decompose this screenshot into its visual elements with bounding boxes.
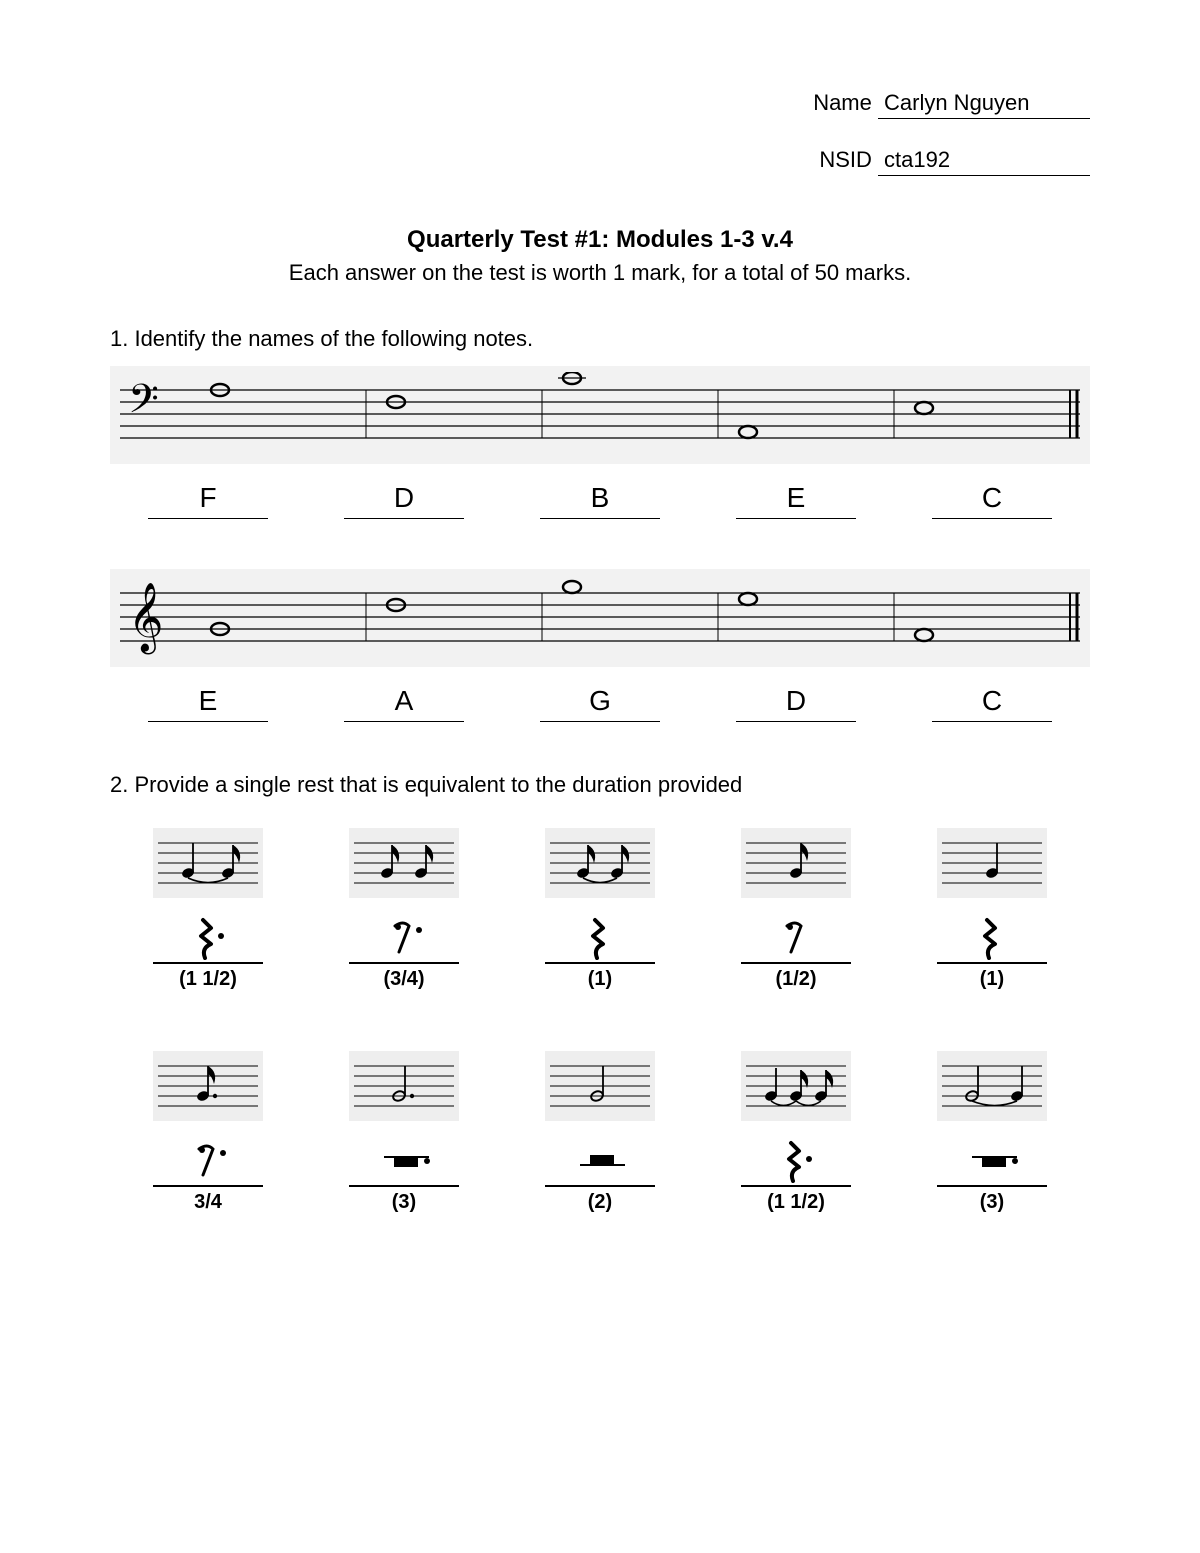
- rest-answer-sub: (3): [329, 1191, 479, 1214]
- rest-answer-sub: (1): [917, 968, 1067, 991]
- staff-2-wrap: 𝄞: [110, 569, 1090, 667]
- nsid-value: cta192: [878, 147, 1090, 176]
- note-duration-icon: [545, 828, 655, 898]
- answer-value: C: [932, 482, 1052, 519]
- answer-value: E: [736, 482, 856, 519]
- note-duration-icon: [937, 1051, 1047, 1121]
- rest-cell: (1): [525, 828, 675, 991]
- rest-cell: (3/4): [329, 828, 479, 991]
- rest-answer-sub: (3/4): [329, 968, 479, 991]
- answer-value: G: [540, 685, 660, 722]
- rest-answer-sub: (2): [525, 1191, 675, 1214]
- staff-1: 𝄢: [120, 372, 1080, 458]
- svg-text:𝄞: 𝄞: [128, 583, 163, 654]
- answer-value: D: [736, 685, 856, 722]
- note-duration-icon: [545, 1051, 655, 1121]
- answer-slot: G: [540, 685, 660, 722]
- answer-slot: D: [736, 685, 856, 722]
- rest-answer-line: [153, 1139, 263, 1187]
- note-duration-icon: [349, 1051, 459, 1121]
- svg-text:𝄢: 𝄢: [128, 378, 159, 431]
- q1-answers-2: E A G D C: [110, 685, 1090, 722]
- rest-answer-line: [349, 916, 459, 964]
- answer-value: F: [148, 482, 268, 519]
- note-duration-icon: [153, 828, 263, 898]
- q2-row1: (1 1/2) (3/4) (1) (1/2) (1): [110, 828, 1090, 991]
- rest-answer-line: [741, 1139, 851, 1187]
- note-duration-icon: [937, 828, 1047, 898]
- rest-answer-sub: (1): [525, 968, 675, 991]
- note-duration-icon: [153, 1051, 263, 1121]
- staff-1-wrap: 𝄢: [110, 366, 1090, 464]
- name-row: Name Carlyn Nguyen: [110, 90, 1090, 119]
- rest-answer-line: [349, 1139, 459, 1187]
- name-value: Carlyn Nguyen: [878, 90, 1090, 119]
- answer-value: A: [344, 685, 464, 722]
- nsid-row: NSID cta192: [110, 147, 1090, 176]
- q1-prompt: 1. Identify the names of the following n…: [110, 326, 1090, 352]
- answer-value: D: [344, 482, 464, 519]
- nsid-label: NSID: [819, 147, 872, 173]
- answer-slot: D: [344, 482, 464, 519]
- answer-slot: B: [540, 482, 660, 519]
- rest-cell: (1 1/2): [133, 828, 283, 991]
- rest-cell: (3): [329, 1051, 479, 1214]
- rest-answer-sub: (1/2): [721, 968, 871, 991]
- answer-value: E: [148, 685, 268, 722]
- rest-cell: 3/4: [133, 1051, 283, 1214]
- rest-cell: (1/2): [721, 828, 871, 991]
- answer-value: B: [540, 482, 660, 519]
- answer-slot: E: [148, 685, 268, 722]
- name-label: Name: [813, 90, 872, 116]
- q2-prompt: 2. Provide a single rest that is equival…: [110, 772, 1090, 798]
- answer-slot: E: [736, 482, 856, 519]
- answer-slot: A: [344, 685, 464, 722]
- answer-slot: F: [148, 482, 268, 519]
- worksheet-page: Name Carlyn Nguyen NSID cta192 Quarterly…: [0, 0, 1200, 1553]
- rest-cell: (1 1/2): [721, 1051, 871, 1214]
- page-subtitle: Each answer on the test is worth 1 mark,…: [110, 260, 1090, 286]
- q2-row2: 3/4 (3) (2) (1 1/2) (3): [110, 1051, 1090, 1214]
- q1-answers-1: F D B E C: [110, 482, 1090, 519]
- rest-answer-sub: (1 1/2): [721, 1191, 871, 1214]
- rest-cell: (1): [917, 828, 1067, 991]
- rest-answer-line: [741, 916, 851, 964]
- rest-answer-line: [545, 916, 655, 964]
- rest-cell: (3): [917, 1051, 1067, 1214]
- rest-cell: (2): [525, 1051, 675, 1214]
- answer-slot: C: [932, 685, 1052, 722]
- rest-answer-line: [937, 1139, 1047, 1187]
- note-duration-icon: [741, 828, 851, 898]
- rest-answer-sub: 3/4: [133, 1191, 283, 1214]
- note-duration-icon: [741, 1051, 851, 1121]
- header-fields: Name Carlyn Nguyen NSID cta192: [110, 90, 1090, 176]
- answer-value: C: [932, 685, 1052, 722]
- rest-answer-sub: (3): [917, 1191, 1067, 1214]
- answer-slot: C: [932, 482, 1052, 519]
- rest-answer-line: [545, 1139, 655, 1187]
- rest-answer-line: [153, 916, 263, 964]
- staff-2: 𝄞: [120, 575, 1080, 661]
- rest-answer-line: [937, 916, 1047, 964]
- note-duration-icon: [349, 828, 459, 898]
- page-title: Quarterly Test #1: Modules 1-3 v.4: [110, 226, 1090, 254]
- title-block: Quarterly Test #1: Modules 1-3 v.4 Each …: [110, 226, 1090, 286]
- rest-answer-sub: (1 1/2): [133, 968, 283, 991]
